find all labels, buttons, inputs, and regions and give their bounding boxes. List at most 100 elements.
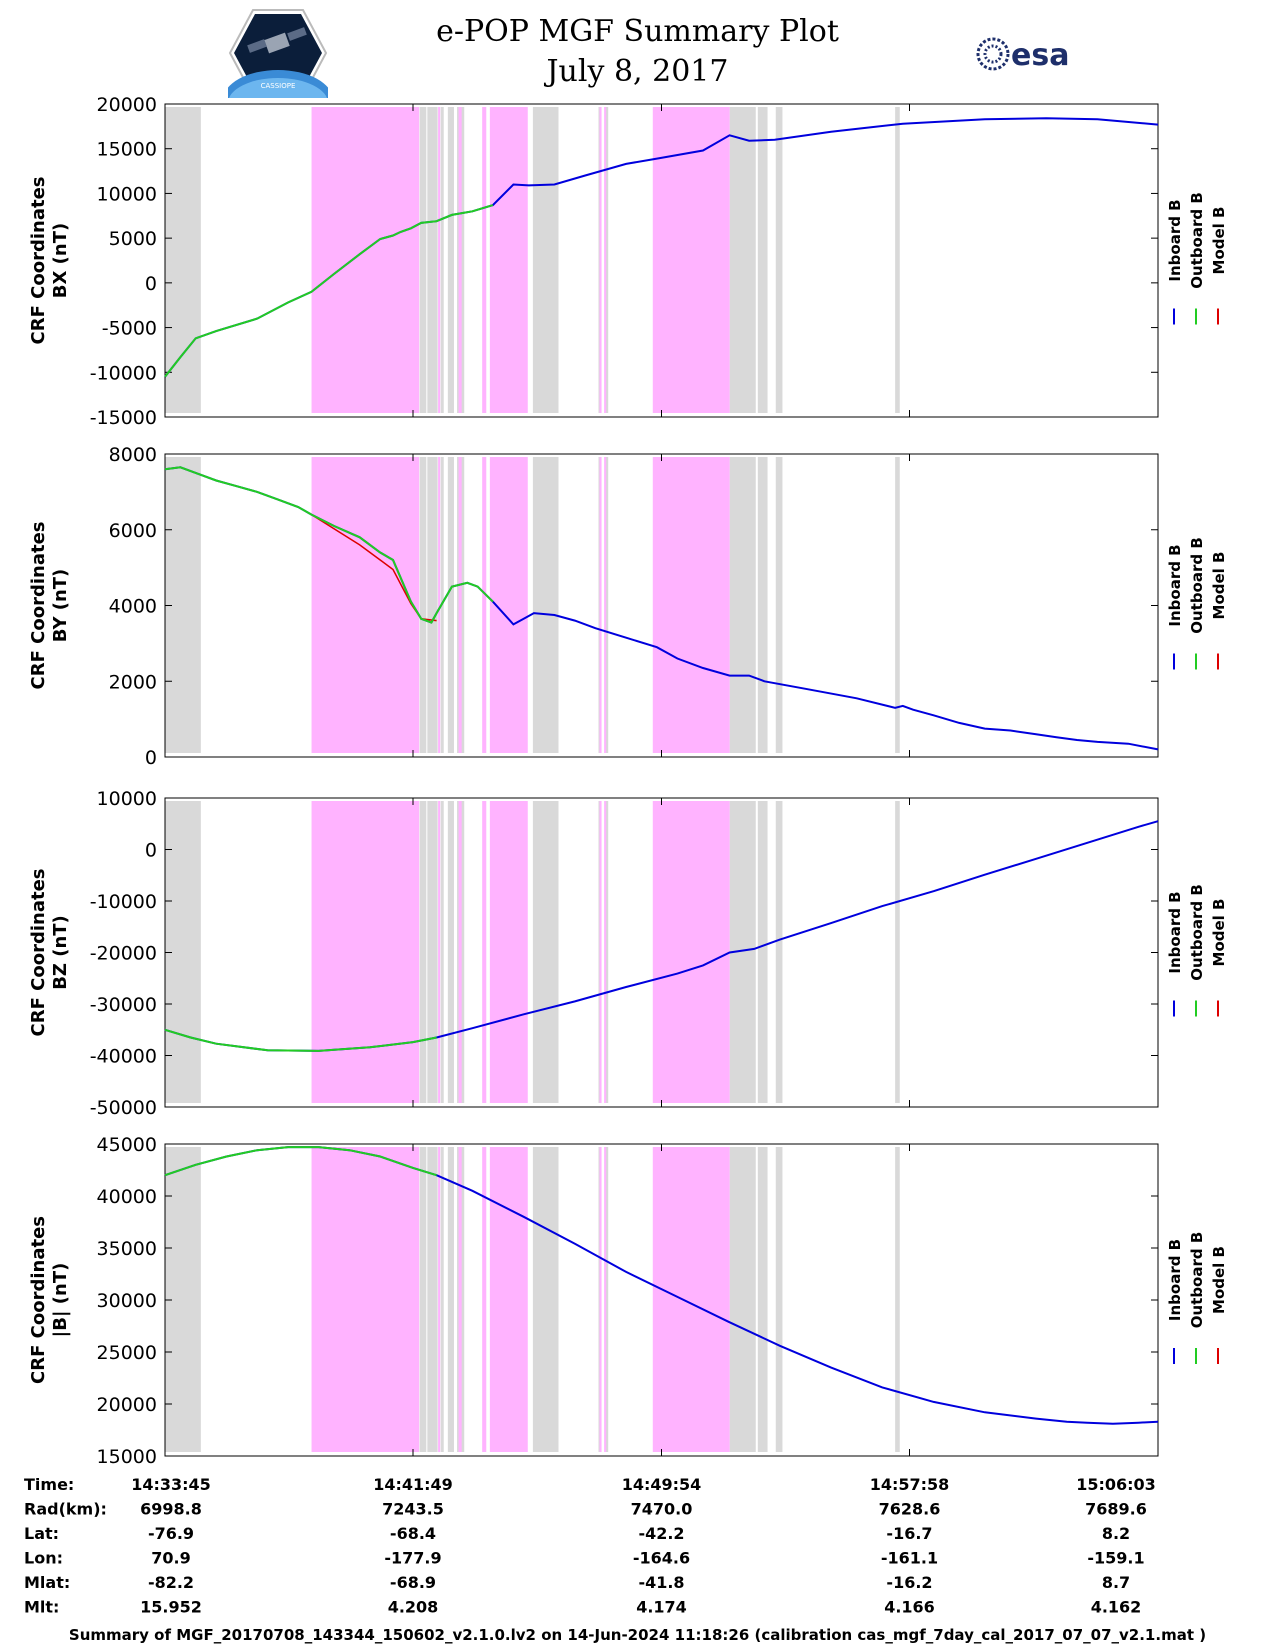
footer-table: Time: 14:33:45 14:41:49 14:49:54 14:57:58 15:… (24, 1475, 1156, 1617)
by-magenta-band-7 (652, 457, 730, 753)
bmag-gray-band-6 (532, 1147, 559, 1452)
bz-gray-band-4 (447, 801, 454, 1103)
bx-ytick-label: -10000 (90, 362, 157, 384)
bx-ytick-label: -5000 (102, 318, 157, 340)
footer-row-value: -42.2 (638, 1524, 684, 1543)
footer-row-label: Mlat: (24, 1573, 70, 1592)
bx-gray-band-4 (447, 107, 454, 413)
bz-ytick-label: -20000 (90, 943, 157, 965)
chart-date: July 8, 2017 (546, 54, 729, 89)
bz-ytick-label: 0 (145, 840, 157, 862)
footer-row-value: -177.9 (384, 1549, 441, 1568)
bx-ytick-label: 15000 (97, 139, 157, 161)
by-legend-label-0: Inboard B (1166, 544, 1184, 626)
by-gray-band-10 (757, 457, 768, 753)
footer-row-value: 14:33:45 (131, 1475, 211, 1494)
bmag-ytick-label: 15000 (97, 1446, 157, 1468)
by-gray-band-2 (427, 457, 438, 753)
bz-magenta-band-2 (458, 801, 462, 1103)
bmag-gray-band-11 (775, 1147, 783, 1452)
bx-gray-band-0 (165, 107, 201, 413)
footer-row-value: 4.162 (1091, 1598, 1142, 1617)
bx-magenta-band-0 (311, 107, 420, 413)
bx-gray-band-1 (419, 107, 427, 413)
footer-row-value: 14:49:54 (622, 1475, 702, 1494)
bmag-ytick-label: 35000 (97, 1238, 157, 1260)
bz-magenta-band-7 (652, 801, 730, 1103)
bx-magenta-band-1 (438, 107, 441, 413)
bmag-magenta-band-0 (311, 1147, 420, 1452)
bz-ytick-label: -50000 (90, 1097, 157, 1119)
bx-gray-band-9 (729, 107, 756, 413)
footer-row-value: -16.7 (886, 1524, 932, 1543)
bz-outboard-series (164, 1028, 437, 1052)
by-outboard-series (164, 466, 494, 624)
by-legend-label-1: Outboard B (1188, 537, 1206, 634)
bmag-ytick-label: 40000 (97, 1186, 157, 1208)
bmag-gray-band-2 (427, 1147, 438, 1452)
bz-magenta-band-0 (311, 801, 420, 1103)
bmag-magenta-band-1 (438, 1147, 441, 1452)
by-panel: 8000 6000 4000 2000 0 CRF CoordinatesBY (nT) I… (28, 444, 1228, 769)
bx-magenta-band-4 (489, 107, 528, 413)
by-ytick-label: 6000 (109, 520, 157, 542)
bz-legend-label-0: Inboard B (1166, 891, 1184, 973)
bmag-gray-band-4 (447, 1147, 454, 1452)
footer-row-value: 14:57:58 (870, 1475, 950, 1494)
bz-gray-band-2 (427, 801, 438, 1103)
bmag-gray-band-12 (895, 1147, 900, 1452)
bx-legend-label-2: Model B (1210, 207, 1228, 275)
bz-magenta-band-1 (438, 801, 441, 1103)
by-ytick-label: 8000 (109, 444, 157, 466)
footer-row-value: 70.9 (151, 1549, 190, 1568)
cassiope-logo: CASSIOPE (228, 9, 328, 98)
by-gray-band-8 (605, 457, 609, 753)
bx-magenta-band-2 (458, 107, 462, 413)
bmag-ytick-label: 25000 (97, 1342, 157, 1364)
bz-gray-band-6 (532, 801, 559, 1103)
footer-row-value: 7243.5 (382, 1500, 444, 1519)
bmag-magenta-band-6 (604, 1147, 607, 1452)
bx-ylabel: CRF CoordinatesBX (nT) (28, 177, 71, 345)
bx-magenta-band-6 (604, 107, 607, 413)
bx-gray-band-6 (532, 107, 559, 413)
footer-row-value: -164.6 (633, 1549, 690, 1568)
bmag-magenta-band-7 (652, 1147, 730, 1452)
bmag-gray-band-1 (419, 1147, 427, 1452)
footer-row-value: 14:41:49 (373, 1475, 453, 1494)
bmag-panel: 45000 40000 35000 30000 25000 20000 15000 CRF C… (28, 1134, 1228, 1468)
bmag-magenta-band-4 (489, 1147, 528, 1452)
bz-gray-band-11 (775, 801, 783, 1103)
by-ytick-label: 2000 (109, 671, 157, 693)
bx-ytick-label: -15000 (90, 407, 157, 429)
bz-panel: 10000 0 -10000 -20000 -30000 -40000 -50000 CRF … (28, 788, 1228, 1119)
footer-row-value: 8.2 (1102, 1524, 1130, 1543)
bx-legend-label-1: Outboard B (1188, 192, 1206, 289)
bz-ytick-label: -10000 (90, 891, 157, 913)
footer-row-value: -161.1 (881, 1549, 938, 1568)
footer-row-value: 7689.6 (1085, 1500, 1147, 1519)
by-magenta-band-5 (599, 457, 602, 753)
bz-gray-band-1 (419, 801, 427, 1103)
bz-magenta-band-4 (489, 801, 528, 1103)
bmag-magenta-band-5 (599, 1147, 602, 1452)
bx-ytick-label: 0 (145, 273, 157, 295)
bx-gray-band-10 (757, 107, 768, 413)
bmag-gray-band-8 (605, 1147, 609, 1452)
bmag-gray-band-3 (440, 1147, 444, 1452)
bz-gray-band-12 (895, 801, 900, 1103)
bmag-legend-label-0: Inboard B (1166, 1239, 1184, 1321)
by-gray-band-6 (532, 457, 559, 753)
bx-panel: 20000 15000 10000 5000 0 -5000 -10000 -15000 CRF… (28, 94, 1228, 429)
bx-ytick-label: 5000 (109, 228, 157, 250)
by-magenta-band-1 (438, 457, 441, 753)
footer-row-label: Lat: (24, 1524, 59, 1543)
footer-row-value: 4.208 (388, 1598, 439, 1617)
bz-ytick-label: -40000 (90, 1046, 157, 1068)
by-legend-label-2: Model B (1210, 552, 1228, 620)
bz-gray-band-3 (440, 801, 444, 1103)
bx-outboard-series (164, 204, 494, 378)
esa-logo-text: esa (1011, 38, 1069, 73)
bz-legend-label-2: Model B (1210, 899, 1228, 967)
by-magenta-band-2 (458, 457, 462, 753)
